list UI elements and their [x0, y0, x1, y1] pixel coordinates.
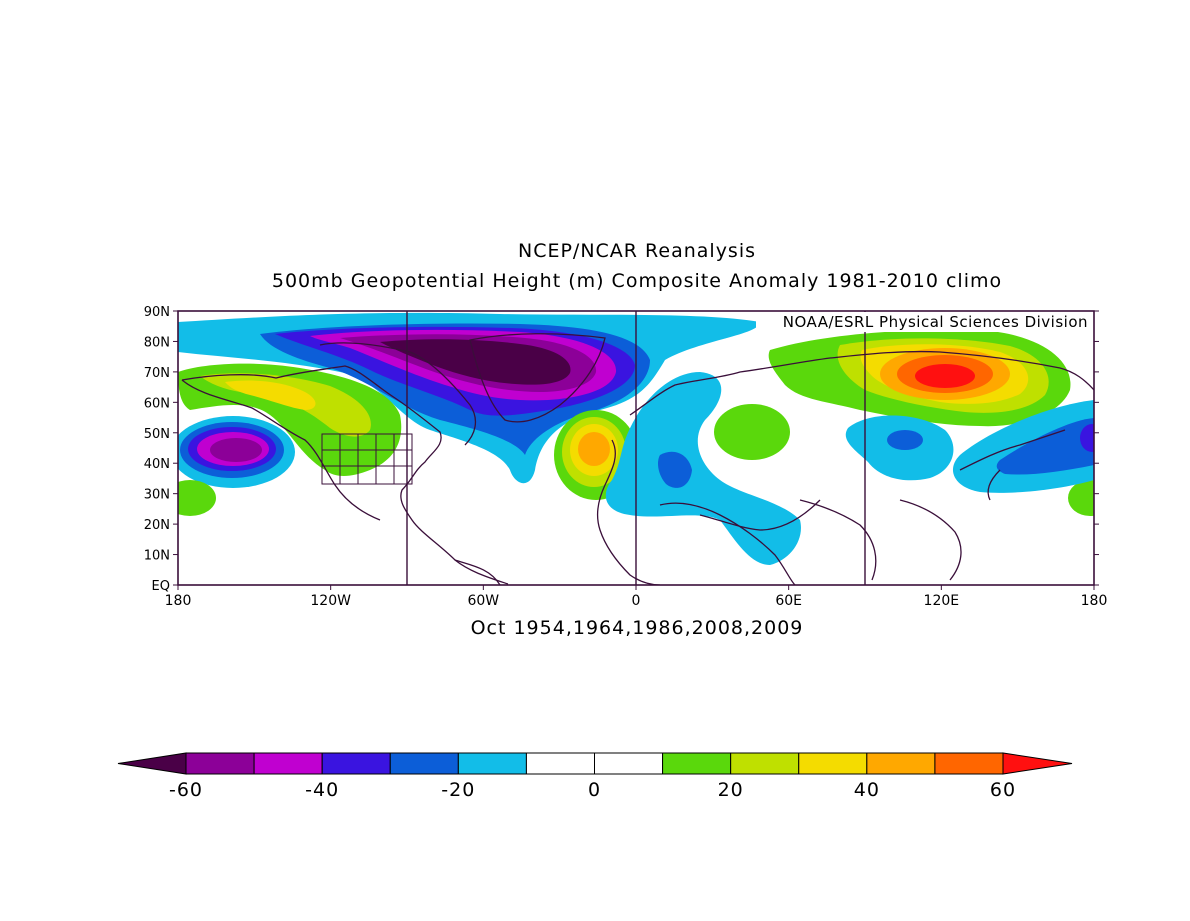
- colorbar-segment: [730, 752, 800, 775]
- lat-label: 10N: [144, 549, 170, 564]
- colorbar-segment: [525, 752, 596, 775]
- lon-label: 120E: [924, 593, 960, 609]
- colorbar-tick-label: 0: [588, 779, 601, 801]
- colorbar-tick-label: 60: [990, 779, 1016, 801]
- reference-meridians: [406, 311, 866, 585]
- us-states: [321, 433, 413, 485]
- anomaly-field: NOAA/ESRL Physical Sciences Division: [178, 311, 1094, 585]
- colorbar-segment: [321, 752, 391, 775]
- colorbar-tick-label: -40: [305, 779, 339, 801]
- pos-anomaly-atlantic-l4: [578, 432, 610, 466]
- lat-label: 40N: [144, 457, 170, 472]
- colorbar-segment: [798, 752, 868, 775]
- colorbar-segment: [457, 752, 527, 775]
- lon-label: 180: [1081, 593, 1108, 609]
- neg-anomaly-nw-pacific-inner: [1080, 424, 1094, 452]
- neg-anomaly-europe: [605, 372, 801, 565]
- colorbar-left-arrow: [117, 752, 187, 775]
- pos-anomaly-siberia-l6: [915, 364, 975, 388]
- pos-anomaly-trop-pacific-east: [1068, 480, 1094, 516]
- coastlines: [181, 333, 1094, 585]
- colorbar-tick-label: -60: [169, 779, 203, 801]
- lon-label: 60E: [775, 593, 802, 609]
- colorbar: -60 -40 -20 0 20 40 60: [117, 752, 1073, 801]
- lat-label: 50N: [144, 427, 170, 442]
- neg-anomaly-europe-core: [658, 451, 692, 488]
- pos-anomaly-alaska-l1: [178, 363, 402, 476]
- colorbar-segment: [185, 752, 255, 775]
- colorbar-right-arrow: [1002, 752, 1073, 775]
- colorbar-tick-label: 40: [854, 779, 880, 801]
- lat-label: 20N: [144, 518, 170, 533]
- lat-label: 90N: [144, 305, 170, 320]
- colorbar-segment: [866, 752, 936, 775]
- subtitle-dates: Oct 1954,1964,1986,2008,2009: [470, 617, 804, 639]
- lat-label: 60N: [144, 396, 170, 411]
- colorbar-segment: [594, 752, 664, 775]
- colorbar-segment: [662, 752, 732, 775]
- colorbar-segment: [934, 752, 1004, 775]
- pos-anomaly-caspian: [714, 404, 790, 460]
- credit-label: NOAA/ESRL Physical Sciences Division: [783, 313, 1088, 331]
- lat-label: EQ: [152, 579, 170, 594]
- neg-anomaly-pacific-l5: [210, 438, 262, 462]
- neg-anomaly-nw-pacific-core: [996, 418, 1094, 475]
- lon-label: 120W: [310, 593, 351, 609]
- lat-axis: 90N 80N 70N 60N 50N 40N 30N 20N 10N EQ: [144, 305, 1099, 594]
- pos-anomaly-trop-pacific: [178, 480, 216, 516]
- title-line-1: NCEP/NCAR Reanalysis: [517, 240, 757, 262]
- lon-label: 60W: [467, 593, 499, 609]
- neg-anomaly-east-asia-core: [887, 430, 923, 450]
- lon-axis: 180 120W 60W 0 60E 120E 180: [165, 585, 1108, 609]
- lat-label: 80N: [144, 335, 170, 350]
- neg-anomaly-greenland-l6: [380, 339, 571, 385]
- colorbar-tick-label: -20: [441, 779, 475, 801]
- colorbar-tick-label: 20: [718, 779, 744, 801]
- lat-label: 70N: [144, 366, 170, 381]
- pos-anomaly-alaska-l3: [225, 380, 316, 410]
- colorbar-segment: [389, 752, 459, 775]
- colorbar-segment: [253, 752, 323, 775]
- title-line-2: 500mb Geopotential Height (m) Composite …: [271, 270, 1003, 292]
- lon-label: 180: [165, 593, 192, 609]
- lon-label: 0: [632, 593, 641, 609]
- lat-label: 30N: [144, 488, 170, 503]
